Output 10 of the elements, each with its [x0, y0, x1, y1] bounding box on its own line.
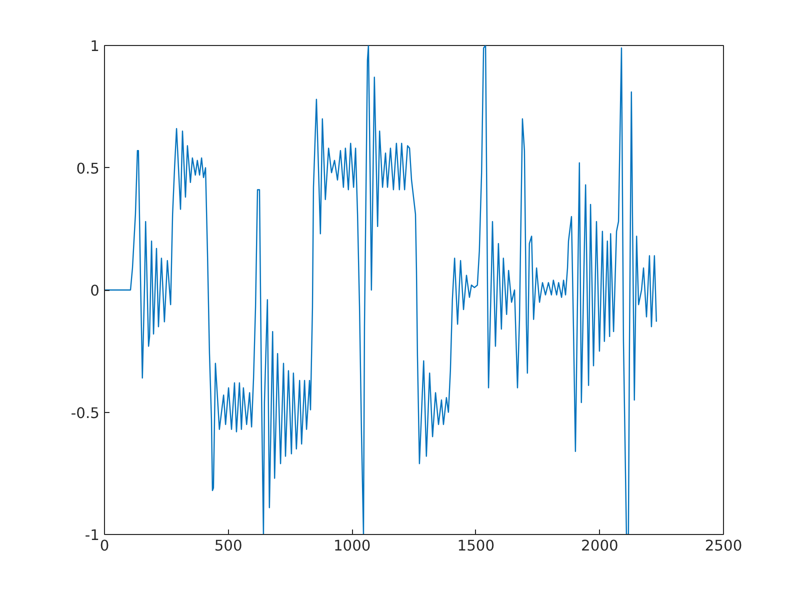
y-tick-label: 1: [90, 38, 100, 55]
x-tick-label: 1500: [457, 538, 495, 554]
x-tick-label: 1000: [333, 538, 371, 554]
y-tick-label: 0: [90, 282, 100, 300]
y-tick-label: -1: [84, 527, 100, 544]
x-tick-label: 500: [214, 538, 242, 554]
y-tick-label: 0.5: [76, 160, 100, 178]
x-tick-label: 2500: [704, 538, 742, 554]
x-tick-label: 2000: [581, 538, 618, 554]
y-tick-label: -0.5: [70, 404, 100, 422]
